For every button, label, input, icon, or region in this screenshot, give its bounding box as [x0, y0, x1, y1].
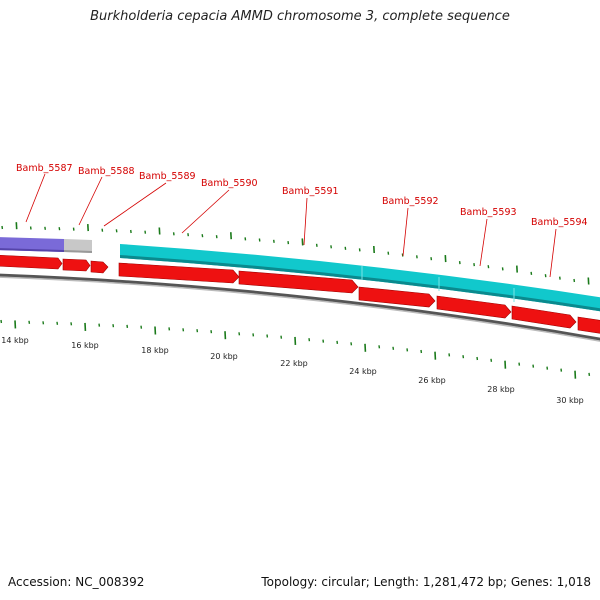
- gene-labels: Bamb_5587 Bamb_5588 Bamb_5589 Bamb_5590 …: [16, 163, 588, 278]
- cds-arrow-2: [62, 258, 91, 272]
- gene-label-5592: Bamb_5592: [382, 196, 439, 207]
- kbp-label-26: 26 kbp: [418, 376, 446, 385]
- kbp-scale: 14 kbp 16 kbp 18 kbp 20 kbp 22 kbp 24 kb…: [0, 319, 591, 405]
- gene-leader-5590: [181, 189, 230, 234]
- accession-text: Accession: NC_008392: [8, 575, 145, 589]
- cds-arrow-5: [238, 270, 359, 294]
- gene-leader-5592: [402, 207, 409, 257]
- gene-label-5588: Bamb_5588: [78, 166, 135, 177]
- gene-label-5591: Bamb_5591: [282, 186, 339, 197]
- gene-label-5593: Bamb_5593: [460, 207, 517, 218]
- kbp-label-28: 28 kbp: [487, 385, 515, 394]
- kbp-ticks: [0, 319, 591, 379]
- gene-leader-5593: [479, 218, 488, 267]
- feature-bands: [0, 237, 600, 312]
- backbone-line: [0, 273, 600, 341]
- backbone-line-highlight: [0, 276, 600, 342]
- kbp-label-14: 14 kbp: [1, 336, 29, 345]
- cds-arrow-1: [0, 254, 63, 270]
- band-gray: [64, 239, 92, 253]
- gene-leader-5594: [549, 228, 557, 278]
- band-gray-shade: [64, 250, 92, 253]
- kbp-label-20: 20 kbp: [210, 352, 238, 361]
- kbp-label-16: 16 kbp: [71, 341, 99, 350]
- gene-leader-5591: [303, 197, 308, 246]
- kbp-label-24: 24 kbp: [349, 367, 377, 376]
- band-teal-shade: [120, 255, 600, 312]
- gene-label-5589: Bamb_5589: [139, 171, 196, 182]
- kbp-label-22: 22 kbp: [280, 359, 308, 368]
- genome-stats-text: Topology: circular; Length: 1,281,472 bp…: [261, 575, 591, 589]
- gene-leader-5589: [103, 182, 167, 227]
- cds-arrow-9: [577, 316, 600, 334]
- band-purple-shade: [0, 248, 64, 252]
- gc-tick-track: [1, 222, 590, 285]
- kbp-label-30: 30 kbp: [556, 396, 584, 405]
- cds-arrows: [0, 254, 600, 334]
- cds-arrow-8: [511, 305, 577, 329]
- gene-leader-5587: [25, 173, 46, 223]
- kbp-label-18: 18 kbp: [141, 346, 169, 355]
- map-title: Burkholderia cepacia AMMD chromosome 3, …: [90, 9, 510, 24]
- gene-label-5590: Bamb_5590: [201, 178, 258, 189]
- cds-arrow-6: [358, 286, 436, 308]
- gene-label-5587: Bamb_5587: [16, 163, 73, 174]
- band-purple: [0, 237, 64, 252]
- cds-arrow-7: [436, 295, 512, 319]
- gene-label-5594: Bamb_5594: [531, 217, 588, 228]
- cds-arrow-4: [118, 262, 240, 284]
- gene-leader-5588: [78, 176, 103, 226]
- cds-arrow-3: [90, 260, 109, 274]
